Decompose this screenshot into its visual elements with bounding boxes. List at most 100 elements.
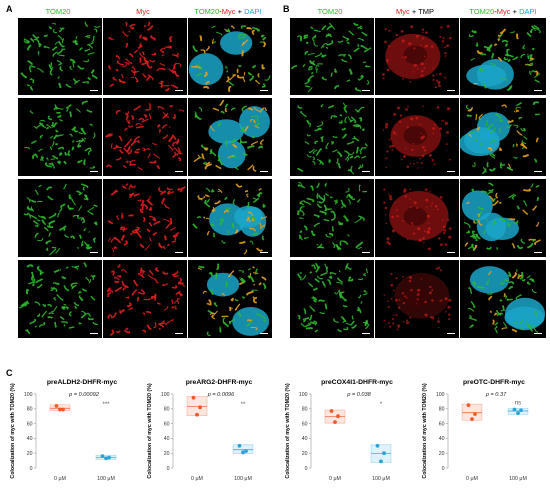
micrograph-b-r2-tom [290,98,374,176]
x-tick-label: 100 μM [97,476,115,482]
colocalization-charts: preALDH2-DHFR-myc Colocalization of myc w… [0,372,550,485]
data-point [198,405,202,410]
y-tick-label: 100 [161,392,170,398]
merge-dapi-label: DAPI [519,7,537,16]
micrograph-a-r4-merge [188,260,272,338]
x-tick-label: 100 μM [509,476,527,482]
x-tick-label: 0 μM [329,476,341,482]
data-point [516,411,520,416]
scale-bar [260,332,268,334]
merge-dapi-label: DAPI [244,7,262,16]
y-tick-label: 80 [164,407,170,413]
micrograph-b-r4-myctmp [375,260,459,338]
p-value-label: p = 0.038 [346,392,371,398]
data-point [58,407,62,412]
data-point [191,395,196,400]
micrograph-a-r2-myc [103,98,187,176]
data-point [333,420,337,425]
scale-bar [260,251,268,253]
micrograph-a-r3-tom [18,179,102,257]
y-tick-label: 20 [439,451,445,457]
micrograph-b-r1-tom [290,18,374,95]
merge-dash: - [494,7,497,16]
significance-label: * [380,402,383,408]
scale-bar [90,332,98,334]
chart-title: preARG2-DHFR-myc [186,379,253,386]
y-tick-label: 80 [302,407,308,413]
charts-svg: preALDH2-DHFR-myc Colocalization of myc w… [10,379,529,482]
significance-label: ns [515,400,521,406]
data-point [61,407,65,412]
scale-bar [362,332,370,334]
row-label-otc: preOTC-DHFR-myc [3,289,10,345]
y-tick-label: 20 [164,451,170,457]
micrograph-a-r2-tom [18,98,102,176]
micrograph-b-r4-merge [460,260,546,338]
y-tick-label: 80 [27,407,33,413]
scale-bar [534,332,542,334]
merge-myc-label: Myc [221,7,236,16]
panel-a-header-myc: Myc [136,7,150,16]
y-tick-label: 40 [164,436,170,442]
scale-bar [447,332,455,334]
y-tick-label: 100 [24,392,33,398]
row-label-aldh2: preALDH2-DHFR-myc [3,47,10,110]
scale-bar [175,170,183,172]
y-tick-label: 20 [302,451,308,457]
data-point [104,456,108,461]
data-point [329,409,334,413]
y-tick-label: 0 [442,466,445,472]
scale-bar [260,89,268,91]
data-point [100,454,105,459]
micrograph-b-r3-merge [460,179,546,257]
y-tick-label: 100 [299,392,308,398]
y-tick-label: 40 [302,436,308,442]
micrograph-b-r2-merge [460,98,546,176]
y-tick-label: 0 [305,466,308,472]
merge-tom20-label: TOM20 [194,7,220,16]
data-point [519,408,523,413]
y-axis-label: Colocalization of myc with TOM20 (%) [10,383,16,478]
y-tick-label: 0 [167,466,170,472]
micrograph-b-r3-myctmp [375,179,459,257]
scale-bar [90,89,98,91]
data-point [473,412,477,416]
x-tick-label: 0 μM [191,476,203,482]
y-axis-label: Colocalization of myc with TOM20 (%) [285,383,291,478]
scale-bar [447,170,455,172]
micrograph-a-r1-merge [188,18,272,95]
scale-bar [362,251,370,253]
data-point [241,450,245,455]
p-value-label: p = 0.37 [485,392,507,398]
data-point [54,403,59,408]
micrograph-b-r4-tom [290,260,374,338]
x-tick-label: 100 μM [234,476,252,482]
scale-bar [260,170,268,172]
data-point [382,451,386,456]
scale-bar [534,89,542,91]
scale-bar [175,89,183,91]
micrograph-a-r4-myc [103,260,187,338]
data-point [379,459,383,464]
x-tick-label: 0 μM [466,476,478,482]
y-axis-label: Colocalization of myc with TOM20 (%) [422,383,428,478]
panel-b-letter: B [283,4,290,14]
chart-title: preOTC-DHFR-myc [463,379,525,386]
y-tick-label: 60 [27,421,33,427]
y-tick-label: 60 [439,421,445,427]
data-point [375,443,380,448]
panel-a-header-merge: TOM20-Myc + DAPI [188,7,268,16]
micrograph-b-r1-merge [460,18,546,95]
data-point [470,417,474,422]
x-tick-label: 100 μM [372,476,390,482]
micrograph-b-r2-myctmp [375,98,459,176]
merge-dash: - [219,7,222,16]
y-tick-label: 0 [30,466,33,472]
y-tick-label: 40 [27,436,33,442]
y-tick-label: 100 [436,392,445,398]
micrograph-b-r1-myctmp [375,18,459,95]
y-tick-label: 60 [164,421,170,427]
y-tick-label: 80 [439,407,445,413]
scale-bar [362,170,370,172]
panel-b-header-tom20: TOM20 [317,7,343,16]
